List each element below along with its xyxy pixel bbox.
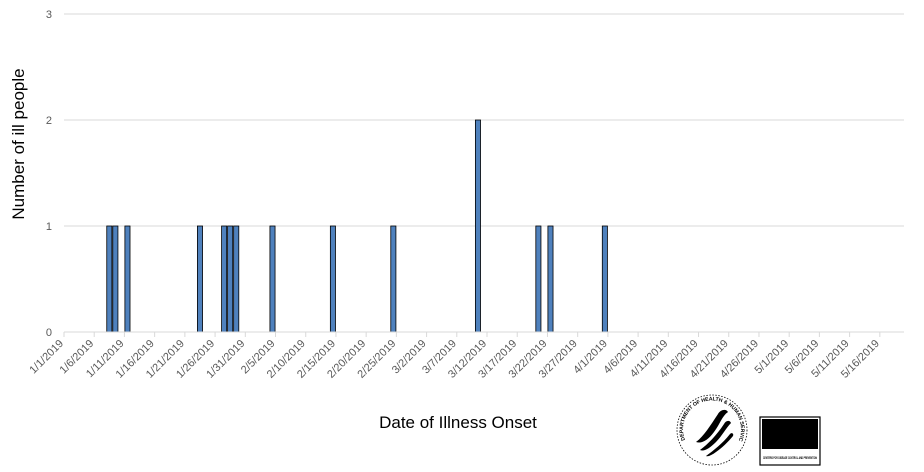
y-tick-label: 3 <box>46 9 52 21</box>
bar <box>221 225 228 333</box>
bar <box>197 225 203 333</box>
bar <box>474 119 481 333</box>
hhs-seal-icon: DEPARTMENT OF HEALTH & HUMAN SERVICES US… <box>676 394 748 466</box>
x-axis-title: Date of Illness Onset <box>379 413 537 432</box>
bar <box>124 225 131 333</box>
bar <box>269 225 276 333</box>
bar <box>390 225 397 333</box>
bar <box>601 225 608 333</box>
y-tick-label: 2 <box>46 115 52 127</box>
axes: 01231/1/20191/6/20191/11/20191/16/20191/… <box>27 9 904 381</box>
cdc-logo-icon: CDC CENTERS FOR DISEASE CONTROL AND PREV… <box>759 416 821 466</box>
y-axis-title: Number of ill people <box>9 68 28 219</box>
bar <box>535 225 542 333</box>
cdc-logo-text: CDC <box>766 424 814 449</box>
y-tick-label: 0 <box>46 327 52 339</box>
bar <box>227 225 234 333</box>
bar <box>112 225 119 333</box>
bar <box>547 225 554 333</box>
bar <box>329 225 336 333</box>
y-tick-label: 1 <box>46 221 52 233</box>
gridlines <box>64 13 904 227</box>
cdc-logo-subtext: CENTERS FOR DISEASE CONTROL AND PREVENTI… <box>763 456 817 460</box>
bar <box>233 225 240 333</box>
bar <box>106 225 113 333</box>
